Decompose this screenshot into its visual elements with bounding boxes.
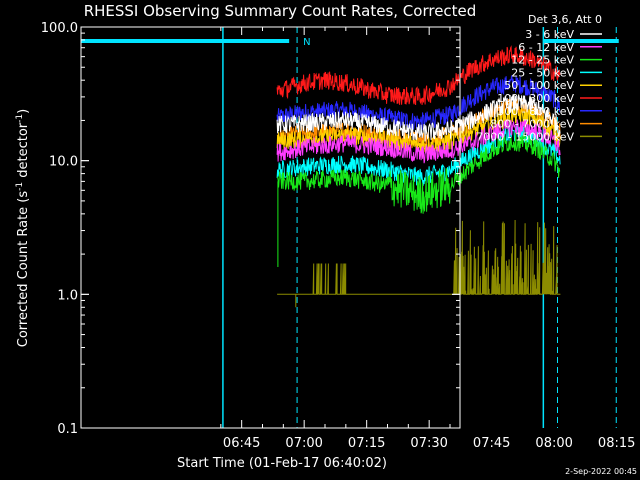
series-line bbox=[276, 119, 561, 164]
x-tick-label: 07:45 bbox=[473, 436, 510, 451]
series-line bbox=[276, 75, 561, 131]
legend-label: 100 - 300 keV bbox=[497, 92, 574, 105]
legend-label: 3 - 6 keV bbox=[525, 28, 574, 41]
legend-label: 25 - 50 keV bbox=[511, 66, 574, 79]
y-tick-label: 1.0 bbox=[57, 288, 78, 303]
series-line bbox=[277, 219, 561, 308]
legend-label: 6 - 12 keV bbox=[518, 41, 574, 54]
plot-frame bbox=[80, 26, 461, 429]
x-tick-label: 07:15 bbox=[348, 436, 385, 451]
legend-label: 50 - 100 keV bbox=[504, 79, 574, 92]
date-stamp: 2-Sep-2022 00:45 bbox=[565, 467, 637, 476]
x-tick-label: 07:00 bbox=[285, 436, 322, 451]
y-tick-label: 100.0 bbox=[41, 21, 78, 36]
series-line bbox=[276, 45, 561, 106]
legend-header: Det 3,6, Att 0 bbox=[528, 13, 602, 26]
chart-title: RHESSI Observing Summary Count Rates, Co… bbox=[84, 2, 477, 20]
series-line bbox=[276, 105, 561, 155]
x-tick-label: 06:45 bbox=[223, 436, 260, 451]
series-layer bbox=[276, 45, 561, 308]
x-tick-label: 08:15 bbox=[598, 436, 635, 451]
observing-flag-layer: N bbox=[81, 27, 619, 428]
axis-layer: 100.0 10.0 1.0 0.1 06:45 07:00 07:15 07:30 07:45… bbox=[41, 21, 636, 451]
x-tick-label: 08:00 bbox=[535, 436, 572, 451]
x-axis-label: Start Time (01-Feb-17 06:40:02) bbox=[177, 456, 387, 471]
series-line bbox=[276, 94, 561, 142]
legend-label: 12 - 25 keV bbox=[511, 54, 574, 67]
attenuator-marker: N bbox=[303, 37, 310, 48]
x-tick-label: 07:30 bbox=[410, 436, 447, 451]
legend-label: 7000 - 15000 keV bbox=[476, 130, 574, 143]
series-line bbox=[277, 132, 561, 267]
y-tick-label: 10.0 bbox=[49, 155, 78, 170]
legend-label: 800 - 7000 keV bbox=[490, 118, 574, 131]
legend-label: 300 - 800 keV bbox=[497, 105, 574, 118]
y-axis-label: Corrected Count Rate (s-1 detector-1) bbox=[15, 109, 31, 347]
series-line bbox=[276, 124, 561, 186]
y-tick-label: 0.1 bbox=[57, 422, 78, 437]
